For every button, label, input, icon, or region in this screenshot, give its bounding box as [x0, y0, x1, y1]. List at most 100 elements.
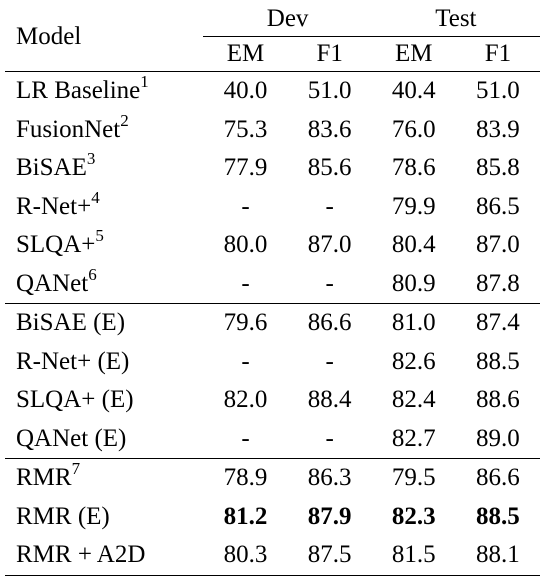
- test-f1-cell: 51.0: [455, 71, 540, 111]
- test-em-cell: 79.9: [391, 192, 436, 220]
- test-f1-cell: 88.5: [476, 502, 520, 530]
- test-em-cell: 80.4: [391, 231, 436, 258]
- model-name: R-Net+ (E): [16, 347, 130, 375]
- model-name-cell: QANet (E): [5, 420, 203, 459]
- model-name: SLQA+ (E): [16, 386, 134, 413]
- dev-em-header: EM: [226, 40, 265, 67]
- test-f1-cell: 85.8: [476, 154, 520, 181]
- dev-em-cell: 75.3: [223, 115, 268, 143]
- dev-f1-cell: 85.6: [307, 154, 352, 181]
- model-name-cell: LR Baseline1: [5, 71, 204, 111]
- footnote-marker: 7: [71, 459, 81, 478]
- dev-em-cell: 77.9: [223, 154, 268, 181]
- model-name: RMR (E): [16, 502, 110, 530]
- model-name-cell: RMR + A2D: [5, 536, 204, 576]
- table-row: SLQA+5 80.0 87.0 80.4 87.0: [5, 226, 540, 265]
- model-name-cell: RMR (E): [5, 498, 203, 537]
- dev-em-cell: 81.2: [223, 502, 268, 530]
- dev-f1-cell: 83.6: [307, 115, 352, 143]
- table-row: QANet (E) - - 82.7 89.0: [5, 420, 540, 459]
- model-name: QANet: [16, 269, 89, 297]
- table-row: QANet6 - - 80.9 87.8: [5, 265, 540, 304]
- footnote-marker: 3: [86, 149, 96, 168]
- table-row: RMR7 78.9 86.3 79.5 86.6: [5, 458, 540, 498]
- dev-em-cell: -: [241, 269, 250, 297]
- model-name-cell: SLQA+5: [5, 226, 203, 265]
- test-f1-cell: 86.5: [476, 192, 520, 220]
- test-em-cell: 78.6: [391, 154, 436, 181]
- dev-em-cell: -: [241, 424, 250, 452]
- footnote-marker: 1: [140, 72, 149, 91]
- model-column-header: Model: [16, 22, 82, 50]
- dev-f1-cell: 87.0: [307, 231, 352, 258]
- test-f1-cell: 87.8: [476, 269, 520, 297]
- table-row: LR Baseline1 40.0 51.0 40.4 51.0: [5, 71, 540, 111]
- test-f1-header: F1: [484, 40, 512, 67]
- model-name: BiSAE: [16, 154, 87, 181]
- test-em-cell: 82.3: [391, 502, 436, 530]
- model-name-cell: QANet6: [5, 265, 203, 304]
- test-em-cell: 82.4: [391, 386, 436, 413]
- model-name-cell: BiSAE (E): [5, 303, 204, 343]
- test-em-header: EM: [395, 40, 433, 67]
- test-f1-cell: 87.4: [455, 303, 540, 343]
- model-name: FusionNet: [16, 115, 121, 143]
- model-name: LR Baseline: [16, 77, 141, 104]
- dev-f1-cell: -: [325, 424, 334, 452]
- model-name-cell: R-Net+4: [5, 188, 203, 227]
- dev-f1-cell: 87.9: [307, 502, 352, 530]
- test-em-cell: 81.0: [371, 303, 456, 343]
- test-f1-cell: 88.1: [455, 536, 540, 576]
- dev-em-cell: -: [241, 192, 250, 220]
- table-row: FusionNet2 75.3 83.6 76.0 83.9: [5, 111, 540, 150]
- test-f1-cell: 87.0: [476, 231, 520, 258]
- table-row: R-Net+4 - - 79.9 86.5: [5, 188, 540, 227]
- results-table: Model Dev Test EM F1 EM F1 LR Baseline1 4…: [5, 2, 540, 576]
- dev-em-cell: 79.6: [203, 303, 288, 343]
- dev-f1-cell: 86.3: [287, 458, 372, 498]
- model-name: BiSAE (E): [16, 309, 126, 336]
- footnote-marker: 2: [120, 110, 129, 130]
- model-name-cell: RMR7: [5, 458, 204, 498]
- test-em-cell: 79.5: [371, 458, 456, 498]
- table-row: RMR + A2D 80.3 87.5 81.5 88.1: [5, 536, 540, 576]
- header-row-metrics: EM F1 EM F1: [5, 37, 540, 72]
- test-em-cell: 76.0: [391, 115, 436, 143]
- dev-f1-cell: 86.6: [287, 303, 372, 343]
- test-f1-cell: 88.6: [476, 386, 520, 413]
- dev-f1-cell: 51.0: [287, 71, 372, 111]
- dev-f1-cell: -: [325, 192, 334, 220]
- dev-f1-cell: -: [325, 269, 334, 297]
- test-em-cell: 82.7: [391, 424, 436, 452]
- footnote-marker: 5: [95, 226, 104, 245]
- model-name: RMR: [16, 464, 72, 491]
- table-row: BiSAE3 77.9 85.6 78.6 85.8: [5, 149, 540, 188]
- test-f1-cell: 88.5: [476, 347, 520, 375]
- dev-f1-cell: 88.4: [307, 386, 352, 413]
- test-em-cell: 80.9: [391, 269, 436, 297]
- test-em-cell: 40.4: [371, 71, 456, 111]
- model-name: SLQA+: [16, 231, 96, 258]
- test-f1-cell: 83.9: [476, 115, 520, 143]
- table-row: SLQA+ (E) 82.0 88.4 82.4 88.6: [5, 381, 540, 420]
- model-name-cell: FusionNet2: [5, 111, 203, 150]
- model-name-cell: SLQA+ (E): [5, 381, 203, 420]
- model-name: R-Net+: [16, 192, 92, 220]
- header-row-groups: Model Dev Test: [5, 2, 540, 50]
- footnote-marker: 4: [91, 187, 100, 207]
- table-row: R-Net+ (E) - - 82.6 88.5: [5, 343, 540, 382]
- model-name-cell: BiSAE3: [5, 149, 203, 188]
- dev-f1-header: F1: [316, 40, 343, 67]
- model-name: QANet (E): [16, 424, 127, 452]
- test-group-header: Test: [371, 2, 540, 37]
- results-table-body: LR Baseline1 40.0 51.0 40.4 51.0 FusionNet2 75…: [5, 71, 540, 576]
- test-em-cell: 81.5: [371, 536, 456, 576]
- dev-em-cell: 80.0: [223, 231, 268, 258]
- dev-em-cell: 82.0: [223, 386, 268, 413]
- dev-em-cell: 40.0: [203, 71, 288, 111]
- test-f1-cell: 89.0: [476, 424, 520, 452]
- dev-em-cell: 78.9: [203, 458, 288, 498]
- test-f1-cell: 86.6: [455, 458, 540, 498]
- model-name-cell: R-Net+ (E): [5, 343, 203, 382]
